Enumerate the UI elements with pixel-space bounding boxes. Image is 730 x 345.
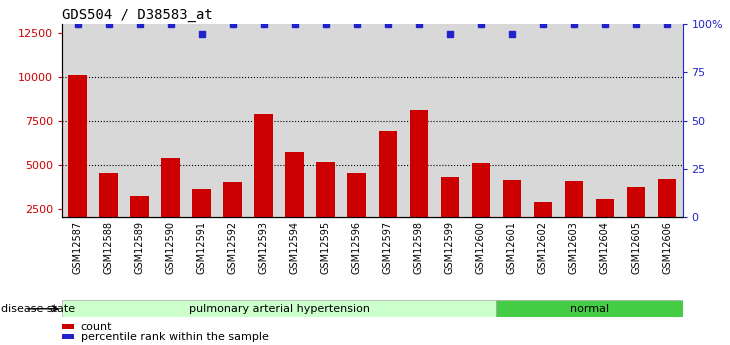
Bar (69, 75, 87, 217)
Text: GSM12597: GSM12597 (383, 221, 393, 274)
Bar (496, 300, 683, 317)
Bar (596, 199, 615, 217)
Text: pulmonary arterial hypertension: pulmonary arterial hypertension (189, 304, 369, 314)
Text: count: count (81, 322, 112, 332)
Text: GSM12591: GSM12591 (196, 221, 207, 274)
Bar (131, 196, 149, 217)
Bar (626, 187, 645, 217)
Text: GSM12593: GSM12593 (258, 221, 269, 274)
Text: GSM12606: GSM12606 (662, 221, 672, 274)
Bar (255, 114, 273, 217)
Text: GSM12589: GSM12589 (134, 221, 145, 274)
Bar (379, 131, 397, 217)
Bar (62, 300, 496, 317)
Text: GSM12602: GSM12602 (538, 221, 548, 274)
Text: GSM12596: GSM12596 (352, 221, 362, 274)
Bar (317, 162, 335, 217)
Bar (99, 174, 118, 217)
Text: GSM12600: GSM12600 (476, 221, 486, 274)
Bar (503, 180, 521, 217)
Text: disease state: disease state (1, 304, 75, 314)
Text: GSM12604: GSM12604 (600, 221, 610, 274)
Text: GSM12595: GSM12595 (320, 221, 331, 274)
Text: GSM12587: GSM12587 (72, 221, 82, 274)
Bar (193, 189, 211, 217)
Bar (62, 324, 74, 329)
Text: GSM12599: GSM12599 (445, 221, 455, 274)
Text: GDS504 / D38583_at: GDS504 / D38583_at (62, 8, 213, 22)
Text: GSM12588: GSM12588 (104, 221, 114, 274)
Text: normal: normal (570, 304, 609, 314)
Text: GSM12605: GSM12605 (631, 221, 641, 274)
Bar (441, 177, 459, 217)
Text: GSM12592: GSM12592 (228, 221, 238, 274)
Text: GSM12603: GSM12603 (569, 221, 579, 274)
Bar (161, 158, 180, 217)
Text: GSM12590: GSM12590 (166, 221, 176, 274)
Bar (565, 181, 583, 217)
Bar (410, 110, 428, 217)
Text: GSM12594: GSM12594 (290, 221, 300, 274)
Text: GSM12598: GSM12598 (414, 221, 424, 274)
Bar (472, 163, 491, 217)
Text: percentile rank within the sample: percentile rank within the sample (81, 332, 269, 342)
Bar (658, 179, 677, 217)
Bar (347, 174, 366, 217)
Bar (285, 152, 304, 217)
Bar (534, 201, 553, 217)
Bar (62, 334, 74, 339)
Bar (223, 182, 242, 217)
Text: GSM12601: GSM12601 (507, 221, 517, 274)
